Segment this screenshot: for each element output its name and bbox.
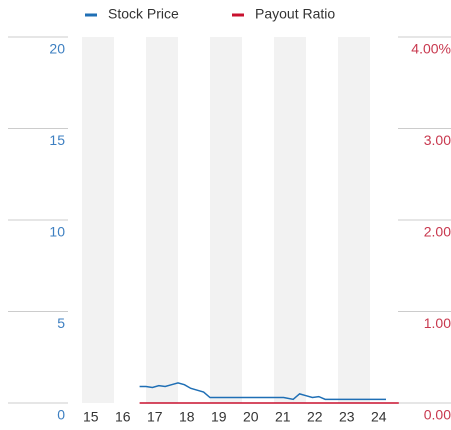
y2-tick-label: 3.00 xyxy=(424,132,451,148)
y-tick-label: 10 xyxy=(49,224,65,240)
y2-tick-label: 2.00 xyxy=(424,224,451,240)
y2-tick-label: 4.00% xyxy=(411,41,451,57)
y-tick-label: 15 xyxy=(49,132,65,148)
x-tick-label: 17 xyxy=(147,409,163,425)
band xyxy=(210,37,242,403)
y-tick-label: 20 xyxy=(49,41,65,57)
band xyxy=(338,37,370,403)
series-line xyxy=(139,382,386,401)
legend-label: Payout Ratio xyxy=(255,6,335,22)
x-tick-label: 22 xyxy=(307,409,323,425)
y-tick-label: 0 xyxy=(57,407,65,423)
x-tick-label: 23 xyxy=(339,409,355,425)
x-tick-label: 19 xyxy=(211,409,227,425)
x-tick-label: 15 xyxy=(83,409,99,425)
legend-label: Stock Price xyxy=(108,6,179,22)
y-tick-label: 5 xyxy=(57,315,65,331)
band xyxy=(274,37,306,403)
x-tick-label: 20 xyxy=(243,409,259,425)
y2-tick-label: 1.00 xyxy=(424,315,451,331)
x-tick-label: 21 xyxy=(275,409,291,425)
x-tick-label: 18 xyxy=(179,409,195,425)
band xyxy=(82,37,114,403)
band xyxy=(146,37,178,403)
x-tick-label: 16 xyxy=(115,409,131,425)
y2-tick-label: 0.00 xyxy=(424,407,451,423)
x-tick-label: 24 xyxy=(371,409,387,425)
